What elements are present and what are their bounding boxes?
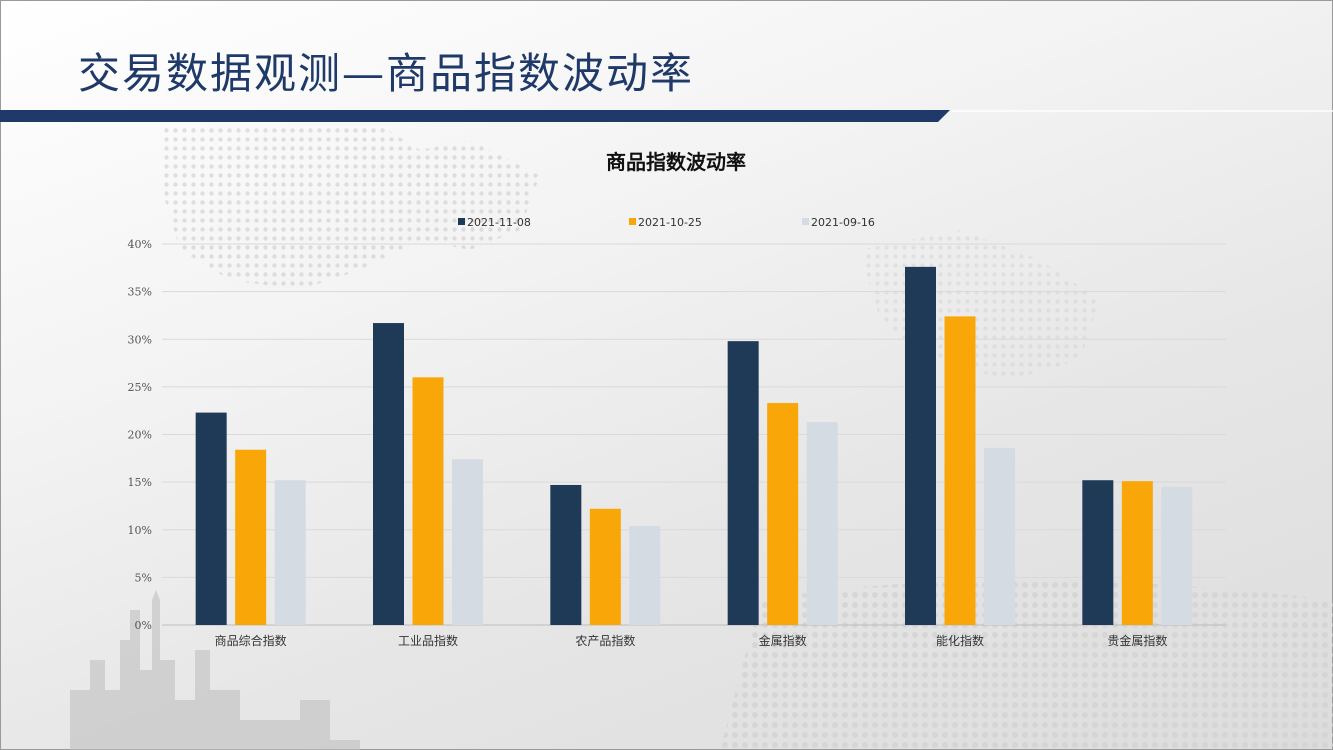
y-tick-label: 10%	[128, 524, 152, 537]
x-category-label: 农产品指数	[575, 633, 635, 648]
gridlines	[162, 243, 1226, 626]
page-title: 交易数据观测—商品指数波动率	[78, 49, 695, 98]
y-tick-label: 5%	[135, 571, 152, 584]
x-category-label: 金属指数	[759, 633, 807, 648]
bar-1	[1082, 480, 1114, 625]
city-skyline-decoration	[70, 590, 360, 750]
legend-swatch	[802, 218, 809, 225]
legend-label: 2021-11-08	[467, 216, 531, 229]
x-category-label: 工业品指数	[398, 633, 458, 648]
bar-2	[767, 403, 799, 625]
bar-1	[905, 266, 936, 625]
bar-3	[629, 525, 661, 625]
legend: 2021-11-08 2021-10-25 2021-09-16	[458, 216, 875, 229]
y-tick-label: 20%	[128, 429, 152, 442]
bar-2	[235, 449, 267, 625]
bar-2	[944, 316, 976, 625]
bar-1	[373, 323, 404, 625]
legend-swatch	[458, 218, 465, 225]
legend-swatch	[629, 218, 636, 225]
bar-1	[550, 484, 582, 625]
title-underline-bar	[0, 110, 1333, 122]
bar-2	[589, 508, 621, 625]
world-map-decoration	[160, 125, 540, 290]
x-category-label: 贵金属指数	[1107, 633, 1167, 648]
y-tick-label: 0%	[135, 619, 152, 632]
x-category-label: 商品综合指数	[215, 633, 287, 648]
y-tick-label: 25%	[128, 381, 152, 394]
y-tick-label: 40%	[128, 238, 152, 251]
legend-label: 2021-09-16	[811, 216, 875, 229]
y-axis: 0% 5% 10% 15% 20% 25% 30% 35% 40%	[128, 238, 152, 632]
bar-3	[1161, 486, 1193, 625]
legend-label: 2021-10-25	[638, 216, 702, 229]
bar-2	[412, 377, 444, 625]
y-tick-label: 35%	[128, 286, 152, 299]
bar-1	[195, 412, 227, 625]
bar-1	[727, 341, 759, 625]
x-category-label: 能化指数	[936, 633, 984, 648]
bar-2	[1121, 481, 1153, 625]
bar-3	[452, 459, 483, 625]
bar-3	[806, 422, 838, 625]
bar-3	[984, 447, 1015, 625]
chart-title: 商品指数波动率	[606, 150, 746, 174]
bar-3	[274, 480, 306, 625]
y-tick-label: 15%	[128, 476, 152, 489]
y-tick-label: 30%	[128, 333, 152, 346]
bars	[195, 266, 1193, 625]
x-axis: 商品综合指数 工业品指数 农产品指数 金属指数 能化指数 贵金属指数	[215, 633, 1168, 648]
